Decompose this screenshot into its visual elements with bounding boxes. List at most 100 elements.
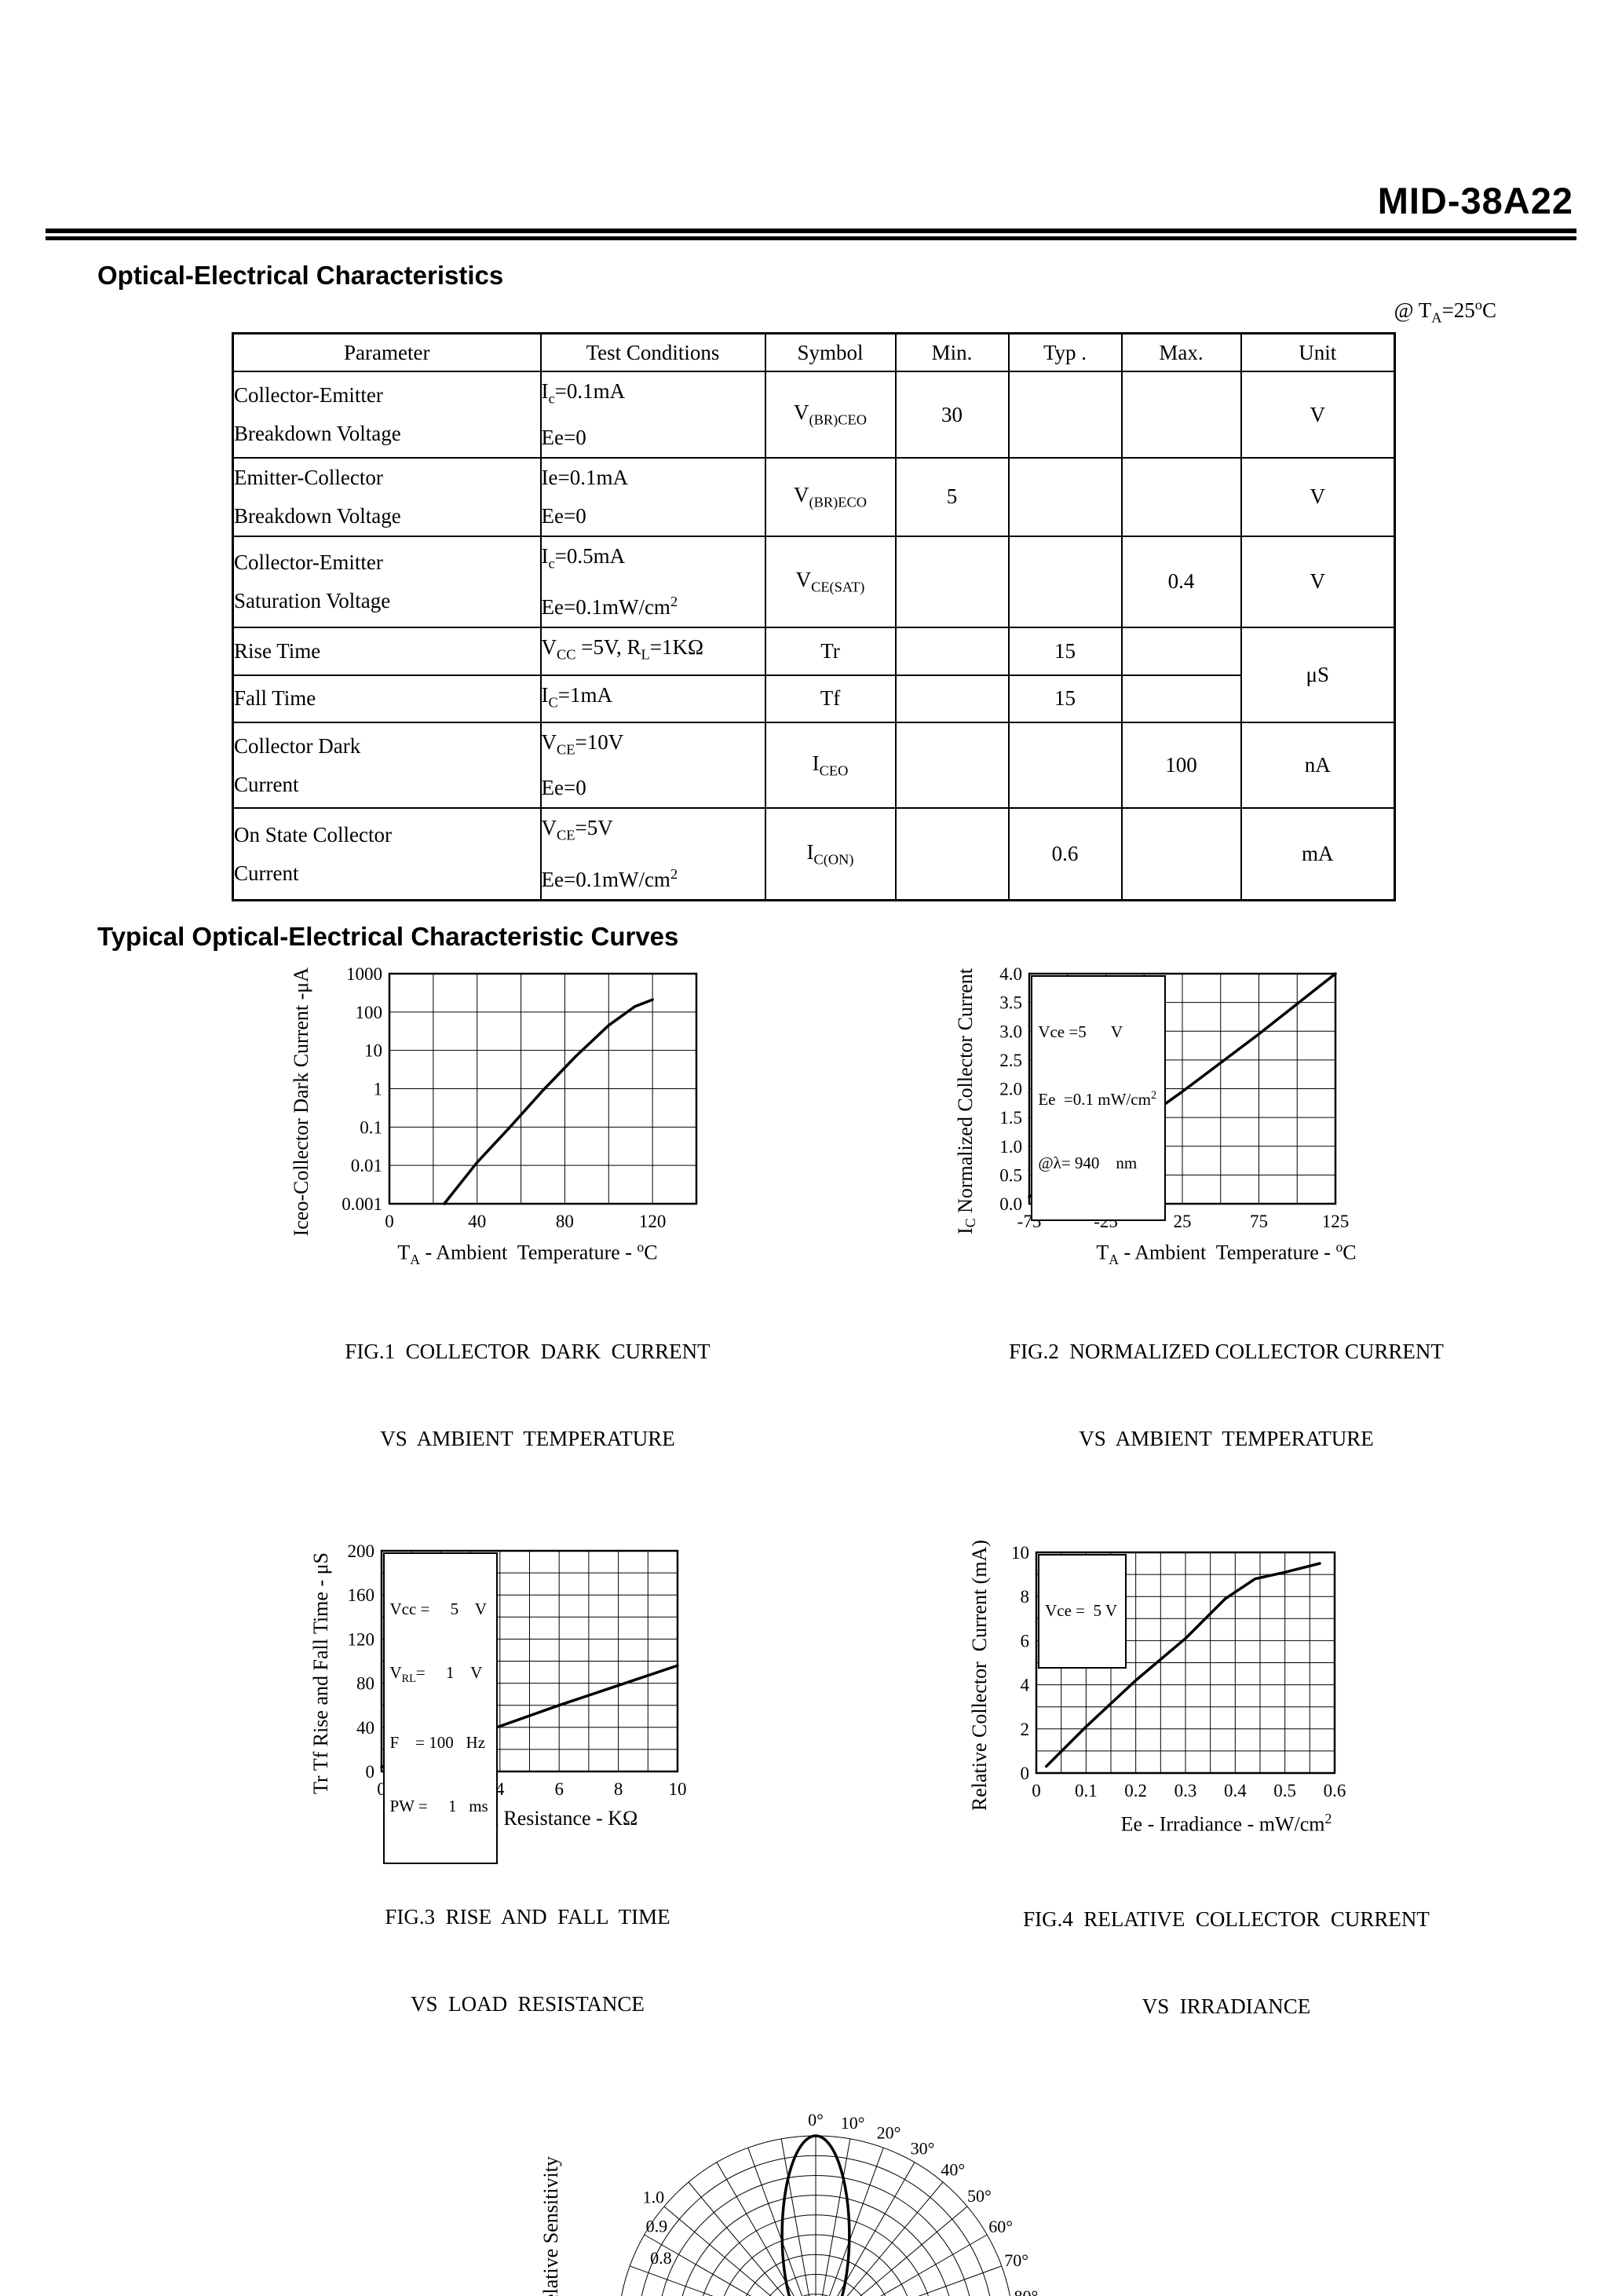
table-header-cell: Unit — [1240, 332, 1396, 373]
svg-text:1.0: 1.0 — [1000, 1136, 1023, 1156]
cell-parameter: Fall Time — [232, 674, 542, 723]
cell-min — [894, 807, 1010, 901]
table-header-cell: Parameter — [232, 332, 542, 373]
table-header-row: Parameter Test Conditions Symbol Min. Typ .M… — [232, 332, 1396, 373]
svg-text:160: 160 — [347, 1585, 374, 1605]
fig4-y-axis-label: Relative Collector Current (mA) — [968, 1539, 992, 1811]
svg-text:0: 0 — [1032, 1781, 1041, 1801]
cell-conditions: VCE=5V Ee=0.1mW/cm2 — [539, 807, 766, 901]
cell-unit: V — [1240, 371, 1396, 459]
cell-symbol: Tf — [764, 674, 897, 723]
cell-parameter: Emitter-Collector Breakdown Voltage — [232, 456, 542, 537]
svg-text:40: 40 — [356, 1717, 374, 1737]
cell-unit: nA — [1240, 721, 1396, 810]
cell-min: 5 — [894, 456, 1010, 537]
cell-conditions: IC=1mA — [539, 674, 766, 723]
fig1-x-axis-label: TA - Ambient Temperature - oC — [397, 1238, 658, 1267]
svg-text:120: 120 — [639, 1212, 667, 1231]
svg-text:10: 10 — [1011, 1543, 1029, 1563]
figure-col-3: Tr Tf Rise and Fall Time - μS 0246810200… — [276, 1540, 724, 2080]
svg-text:25: 25 — [1174, 1212, 1192, 1231]
svg-text:0°: 0° — [808, 2110, 824, 2130]
fig3-caption-line2: VS LOAD RESISTANCE — [411, 1991, 645, 2016]
svg-text:30°: 30° — [911, 2139, 935, 2159]
cell-unit: mA — [1240, 807, 1396, 901]
fig3-test-conditions: Vcc = 5 V VRL= 1 V F = 100 Hz PW = 1 ms — [382, 1552, 498, 1864]
table-header-cell: Max. — [1120, 332, 1242, 373]
fig3-y-axis-label: Tr Tf Rise and Fall Time - μS — [309, 1552, 332, 1794]
fig1-caption: FIG.1 COLLECTOR DARK CURRENT VS AMBIENT … — [290, 1279, 710, 1512]
svg-text:1.5: 1.5 — [1000, 1108, 1023, 1128]
svg-text:6: 6 — [1021, 1632, 1030, 1651]
fig4-caption: FIG.4 RELATIVE COLLECTOR CURRENT VS IRRA… — [968, 1847, 1430, 2079]
svg-text:0.4: 0.4 — [1224, 1781, 1247, 1801]
fig3-caption: FIG.3 RISE AND FALL TIME VS LOAD RESISTA… — [309, 1844, 692, 2077]
cell-typ: 15 — [1007, 627, 1123, 676]
svg-text:120: 120 — [347, 1629, 374, 1649]
cell-parameter: Rise Time — [232, 627, 542, 676]
fig2-y-axis-label: IC Normalized Collector Current — [954, 968, 979, 1235]
svg-text:1000: 1000 — [346, 964, 382, 984]
svg-text:8: 8 — [1021, 1587, 1030, 1607]
table-row: On State Collector Current VCE=5V Ee=0.1mW/… — [232, 807, 1396, 901]
cell-max — [1120, 371, 1242, 459]
svg-text:200: 200 — [347, 1541, 374, 1561]
fig3-condition-line: Vcc = 5 V — [389, 1599, 487, 1618]
fig2-condition-line: Ee =0.1 mW/cm2 — [1038, 1088, 1157, 1109]
figure-row-1: Iceo-Collector Dark Current -μA 0 40 80 120… — [47, 964, 1575, 1512]
figure-2: IC Normalized Collector Current -75 -25 25… — [954, 964, 1444, 1512]
svg-text:3.5: 3.5 — [1000, 993, 1023, 1012]
svg-text:0.0: 0.0 — [1000, 1194, 1023, 1214]
figure-row-2: Tr Tf Rise and Fall Time - μS 0 2 4 6 8 10 200… — [47, 1540, 1575, 2080]
page-content: Optical-Electrical Characteristics @ TA=… — [0, 261, 1622, 2296]
fig3-chart: 024681020016012080400 — [347, 1541, 686, 1799]
svg-text:10: 10 — [364, 1040, 382, 1060]
svg-text:75: 75 — [1250, 1212, 1268, 1231]
cell-max — [1120, 674, 1242, 723]
svg-text:20°: 20° — [877, 2123, 901, 2143]
cell-conditions: VCC =5V, RL=1KΩ — [539, 627, 766, 676]
table-row: Collector-Emitter Breakdown Voltage Ic=0.1… — [232, 371, 1396, 459]
svg-text:6: 6 — [554, 1779, 564, 1799]
cell-symbol: V(BR)ECO — [764, 456, 897, 537]
cell-max — [1120, 807, 1242, 901]
cell-max — [1120, 627, 1242, 676]
table-header-cell: Symbol — [764, 332, 897, 373]
fig1-svg-series — [443, 998, 655, 1205]
cell-symbol: IC(ON) — [764, 807, 897, 901]
figure-col-4: Relative Collector Current (mA) 0 0.1 0.2 0… — [968, 1540, 1430, 2080]
cell-unit: μS — [1240, 627, 1396, 723]
svg-text:0.1: 0.1 — [360, 1117, 383, 1137]
fig5-y-axis-label: Relative Sensitivity — [539, 2156, 562, 2296]
optical-electrical-table: Parameter Test Conditions Symbol Min. Typ .M… — [232, 332, 1396, 901]
figure-col-2: IC Normalized Collector Current -75 -25 25… — [954, 964, 1444, 1512]
svg-text:0.1: 0.1 — [1075, 1781, 1098, 1801]
header-rule-thick — [46, 229, 1576, 233]
svg-text:0.8: 0.8 — [650, 2248, 672, 2268]
fig4-svg-tick-labels: 0 0.1 0.2 0.3 0.4 0.5 0.6 10 8 6 4 2 0 — [1011, 1543, 1346, 1801]
svg-text:100: 100 — [356, 1003, 383, 1022]
cell-symbol: Tr — [764, 627, 897, 676]
fig3-condition-line: F = 100 Hz — [389, 1732, 486, 1752]
cell-parameter: Collector-Emitter Breakdown Voltage — [232, 371, 542, 459]
cell-symbol: ICEO — [764, 721, 897, 810]
cell-parameter: Collector-Emitter Saturation Voltage — [232, 535, 542, 629]
fig2-caption: FIG.2 NORMALIZED COLLECTOR CURRENT VS AM… — [954, 1279, 1444, 1512]
fig3-caption-line1: FIG.3 RISE AND FALL TIME — [385, 1904, 670, 1929]
fig4-caption-line2: VS IRRADIANCE — [1142, 1994, 1311, 2019]
svg-text:0.9: 0.9 — [646, 2217, 668, 2236]
svg-text:0.001: 0.001 — [342, 1194, 383, 1214]
svg-text:60°: 60° — [988, 2217, 1013, 2236]
svg-text:0.3: 0.3 — [1174, 1781, 1197, 1801]
fig4-svg-frame — [1035, 1551, 1336, 1775]
cell-typ — [1007, 456, 1123, 537]
fig2-svg-frame — [1028, 972, 1337, 1205]
fig2-caption-line2: VS AMBIENT TEMPERATURE — [1079, 1426, 1374, 1450]
svg-text:0: 0 — [377, 1779, 386, 1799]
svg-text:10°: 10° — [841, 2113, 865, 2133]
table-row: Rise Time VCC =5V, RL=1KΩ Tr 15 μS — [232, 627, 1396, 723]
figure-1: Iceo-Collector Dark Current -μA 0 40 80 120… — [290, 964, 710, 1512]
svg-text:8: 8 — [613, 1779, 623, 1799]
